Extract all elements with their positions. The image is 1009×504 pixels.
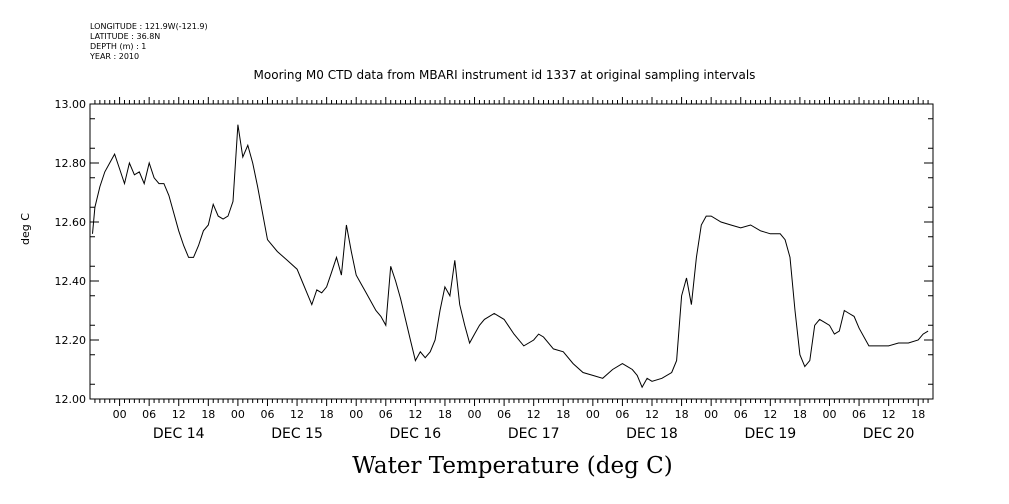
x-day-label: DEC 20 — [863, 426, 915, 442]
x-hour-label: 06 — [379, 408, 393, 421]
x-hour-label: 00 — [822, 408, 836, 421]
year-label: YEAR : 2010 — [90, 52, 140, 61]
x-hour-label: 18 — [793, 408, 807, 421]
x-hour-label: 12 — [172, 408, 186, 421]
y-tick-label: 12.60 — [55, 216, 87, 229]
x-hour-label: 18 — [556, 408, 570, 421]
x-hour-label: 00 — [113, 408, 127, 421]
x-hour-label: 12 — [645, 408, 659, 421]
latitude-label: LATITUDE : 36.8N — [90, 32, 161, 41]
x-hour-label: 18 — [201, 408, 215, 421]
y-tick-label: 12.20 — [55, 334, 87, 347]
x-hour-label: 06 — [734, 408, 748, 421]
x-hour-label: 00 — [704, 408, 718, 421]
x-hour-label: 12 — [290, 408, 304, 421]
x-day-label: DEC 16 — [390, 426, 442, 442]
x-hour-label: 18 — [911, 408, 925, 421]
x-hour-label: 12 — [527, 408, 541, 421]
depth-label: DEPTH (m) : 1 — [90, 42, 147, 51]
x-hour-label: 06 — [260, 408, 274, 421]
y-tick-label: 12.80 — [55, 157, 87, 170]
y-tick-label: 12.00 — [55, 393, 87, 406]
x-hour-label: 12 — [882, 408, 896, 421]
x-hour-label: 00 — [586, 408, 600, 421]
x-hour-label: 18 — [675, 408, 689, 421]
x-hour-label: 06 — [852, 408, 866, 421]
y-tick-label: 12.40 — [55, 275, 87, 288]
x-hour-label: 12 — [408, 408, 422, 421]
x-day-label: DEC 14 — [153, 426, 205, 442]
x-day-label: DEC 17 — [508, 426, 560, 442]
x-hour-label: 12 — [763, 408, 777, 421]
chart-title: Mooring M0 CTD data from MBARI instrumen… — [253, 68, 756, 82]
plot-frame — [89, 103, 934, 400]
x-hour-label: 06 — [142, 408, 156, 421]
x-hour-label: 06 — [615, 408, 629, 421]
x-hour-label: 00 — [231, 408, 245, 421]
y-tick-label: 13.00 — [55, 98, 87, 111]
x-day-label: DEC 15 — [271, 426, 323, 442]
x-axis-title: Water Temperature (deg C) — [352, 453, 673, 479]
temperature-series-line — [92, 124, 929, 389]
x-day-label: DEC 18 — [626, 426, 678, 442]
x-hour-label: 06 — [497, 408, 511, 421]
x-hour-label: 00 — [468, 408, 482, 421]
x-hour-label: 18 — [438, 408, 452, 421]
x-hour-label: 00 — [349, 408, 363, 421]
longitude-label: LONGITUDE : 121.9W(-121.9) — [90, 22, 208, 31]
x-hour-label: 18 — [320, 408, 334, 421]
x-day-label: DEC 19 — [744, 426, 796, 442]
